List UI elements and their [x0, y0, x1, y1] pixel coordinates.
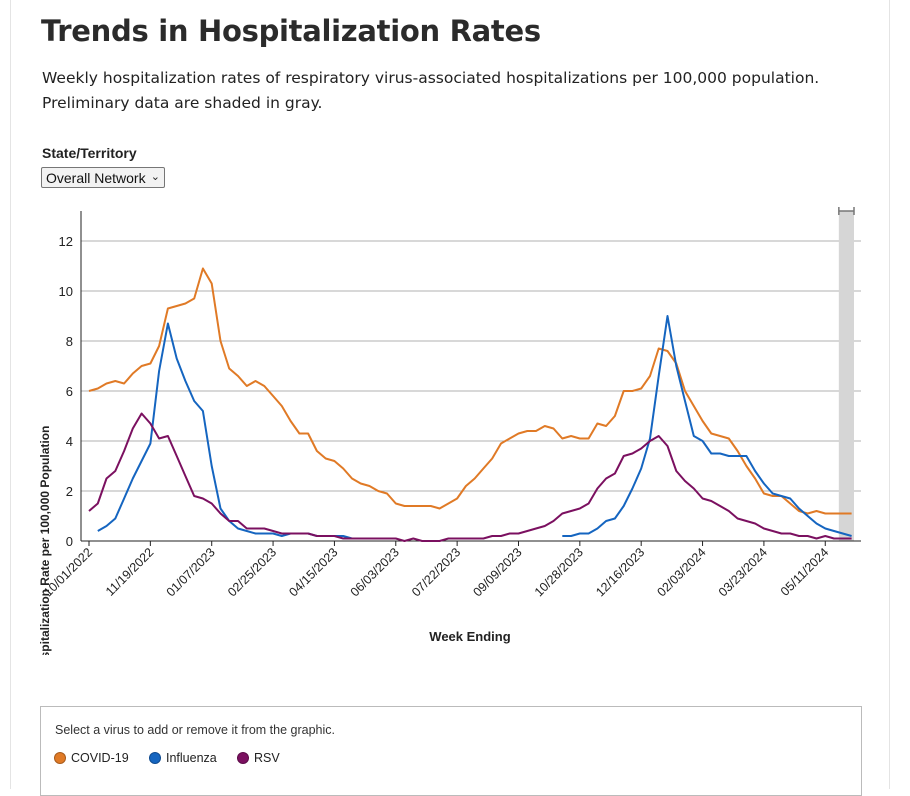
legend-item-covid[interactable]: COVID-19 — [54, 749, 129, 767]
state-territory-select[interactable]: Overall Network ⌄ — [41, 167, 165, 188]
series-line-rsv — [88, 412, 852, 542]
x-tick-label: 04/15/2023 — [286, 545, 340, 599]
x-tick-label: 05/11/2024 — [778, 545, 832, 599]
state-territory-label: State/Territory — [42, 145, 137, 161]
legend-label-covid: COVID-19 — [71, 751, 129, 765]
rsv-color-dot — [237, 752, 249, 764]
x-tick-label: 09/09/2023 — [470, 545, 524, 599]
x-tick-label: 01/07/2023 — [164, 545, 218, 599]
series-line-influenza — [97, 315, 852, 540]
x-tick-label: 11/19/2022 — [103, 545, 157, 599]
x-tick-label: 10/28/2023 — [532, 545, 586, 599]
y-tick-label: 12 — [59, 234, 73, 249]
legend-prompt: Select a virus to add or remove it from … — [55, 723, 335, 737]
x-axis-label: Week Ending — [429, 629, 510, 644]
x-tick-label: 06/03/2023 — [348, 545, 402, 599]
y-tick-label: 2 — [66, 484, 73, 499]
chevron-down-icon: ⌄ — [150, 171, 160, 183]
x-tick-label: 02/03/2024 — [655, 545, 709, 599]
preliminary-shading — [838, 207, 855, 541]
y-tick-label: 0 — [66, 534, 73, 549]
series-lines — [88, 267, 852, 542]
y-tick-label: 10 — [59, 284, 73, 299]
state-territory-selected-value: Overall Network — [46, 170, 146, 186]
y-tick-label: 8 — [66, 334, 73, 349]
legend-item-influenza[interactable]: Influenza — [149, 749, 217, 767]
y-tick-label: 6 — [66, 384, 73, 399]
legend-label-influenza: Influenza — [166, 751, 217, 765]
page-title: Trends in Hospitalization Rates — [41, 14, 541, 48]
y-axis-label: Hospitalization Rate per 100,000 Populat… — [38, 426, 52, 655]
x-tick-label: 03/23/2024 — [716, 545, 770, 599]
series-line-covid-19 — [88, 267, 852, 515]
x-tick-label: 07/22/2023 — [409, 545, 463, 599]
content-frame — [10, 0, 890, 789]
grid-lines — [81, 240, 861, 492]
page-subtitle: Weekly hospitalization rates of respirat… — [42, 69, 820, 112]
preliminary-shade-rect — [838, 211, 854, 541]
legend-item-rsv[interactable]: RSV — [237, 749, 280, 767]
influenza-color-dot — [149, 752, 161, 764]
covid-color-dot — [54, 752, 66, 764]
x-tick-label: 12/16/2023 — [593, 545, 647, 599]
y-tick-label: 4 — [66, 434, 73, 449]
x-tick-label: 02/25/2023 — [225, 545, 279, 599]
legend-panel: Select a virus to add or remove it from … — [40, 706, 862, 796]
legend-label-rsv: RSV — [254, 751, 280, 765]
